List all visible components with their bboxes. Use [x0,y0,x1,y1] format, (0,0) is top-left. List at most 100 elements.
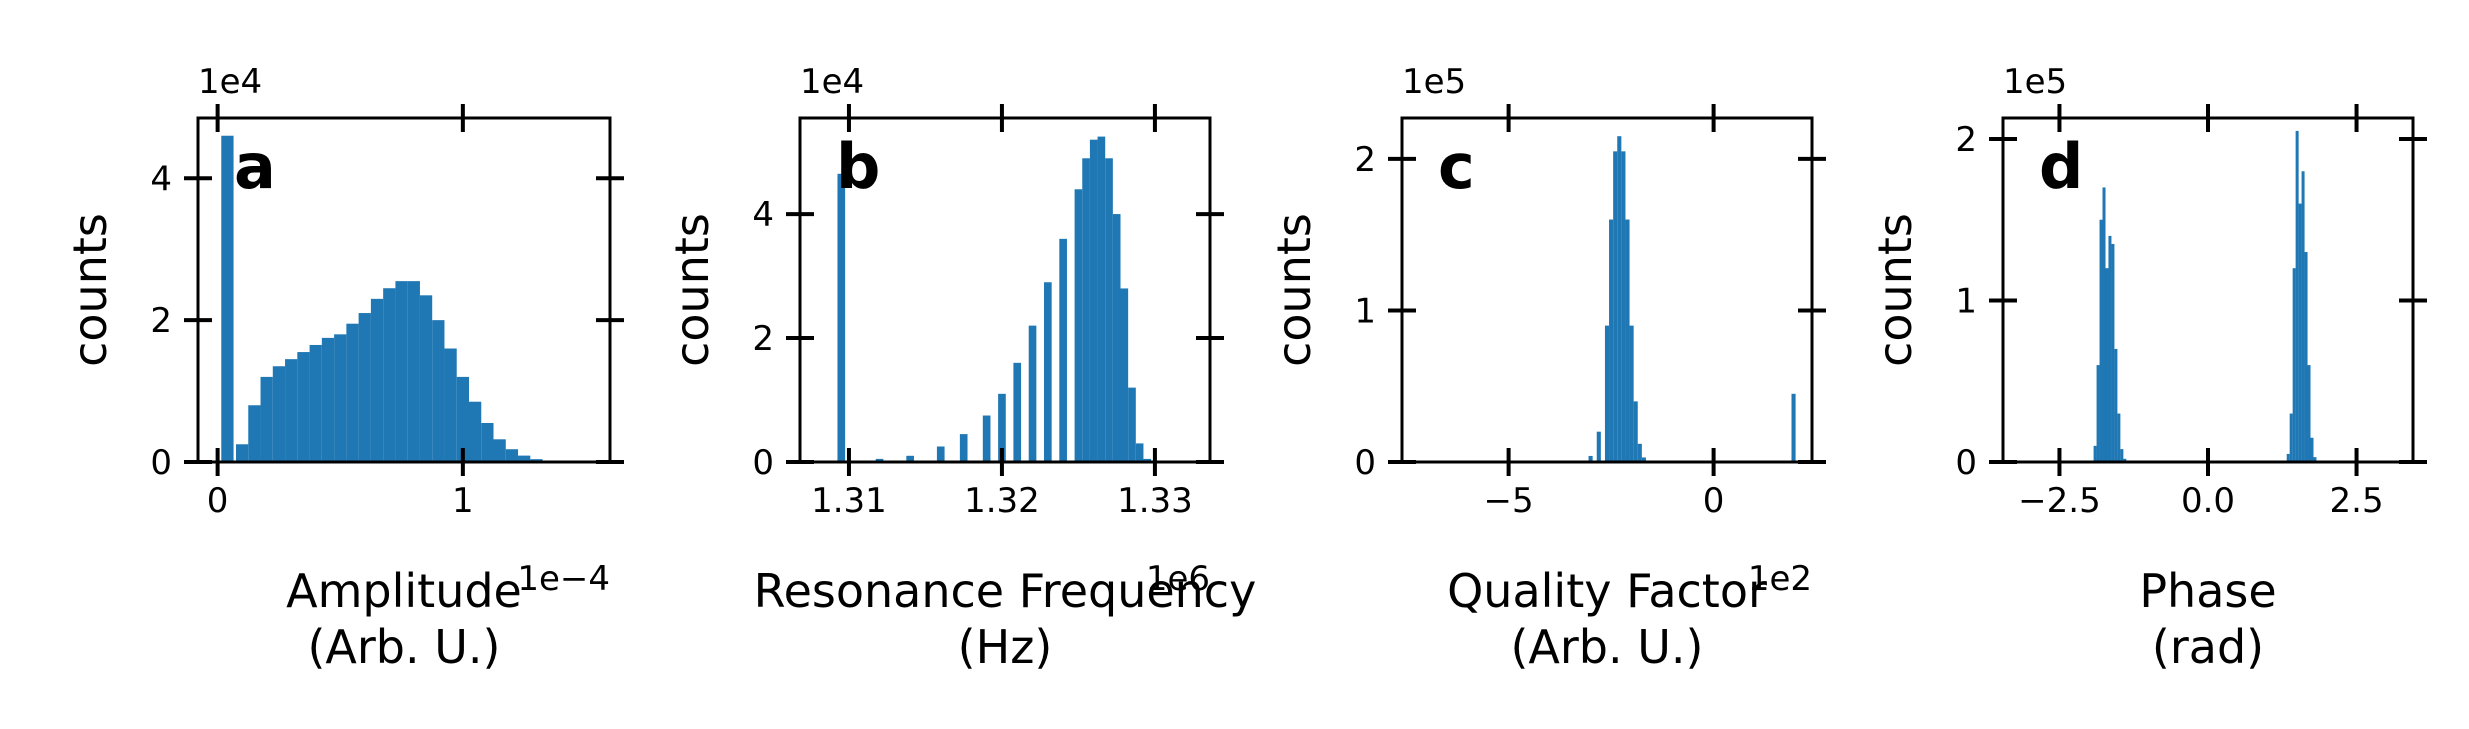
panel-letter: d [2039,130,2083,203]
histogram-bar [2286,453,2290,462]
histogram-bar [419,295,433,462]
histogram-bar [272,366,286,462]
x-tick-label: 1 [452,481,474,521]
x-tick-label: 0.0 [2181,481,2235,521]
histogram-bar [1059,238,1067,462]
y-offset-label: 1e5 [2003,62,2067,102]
histogram-bar [456,376,469,462]
histogram-bars [837,136,1152,463]
histogram-bar [2289,413,2293,462]
panel-d: −2.5 0.0 2.5 0 1 2 1e5 d counts Phase(rad) [1868,62,2427,674]
histogram-bar [1633,401,1638,462]
histogram-bar [1604,325,1610,462]
histogram-bars [2093,130,2317,463]
x-tick-label: 0 [1703,481,1725,521]
histogram-bar [1082,158,1090,463]
x-offset-label: 1e−4 [517,559,610,599]
y-axis-label: counts [665,213,719,367]
x-tick-label: 1.31 [811,481,887,521]
y-tick-label: 2 [1354,140,1376,180]
histogram-bar [2117,413,2121,462]
x-axis-label: Resonance Frequency [754,564,1257,618]
histogram-bar [407,281,420,462]
histogram-bar [2096,365,2100,462]
histogram-bar [837,173,846,462]
histogram-bar [959,434,968,462]
panel-b: 1.31 1.32 1.33 0 2 4 1e4 1e6 b counts Resonance Fr… [665,62,1256,674]
panel-c: −5 0 0 1 2 1e5 1e2 c counts Quality Factor(Arb. U… [1267,62,1826,674]
histogram-bar [1791,393,1796,462]
histogram-bar [1617,136,1622,462]
y-axis-label: counts [63,213,117,367]
histogram-bar [518,455,531,462]
histogram-bar [1625,219,1630,462]
histogram-bar [2120,449,2124,462]
x-offset-label: 1e6 [1146,559,1210,599]
y-offset-label: 1e4 [800,62,864,102]
axes-frame [798,116,1212,464]
x-axis-label: (Hz) [958,620,1053,674]
panel-letter: a [234,130,276,203]
histogram-bar [2108,235,2112,462]
histogram-bar [1112,214,1121,462]
histogram-bar [346,323,359,462]
y-tick-label: 1 [1354,291,1376,331]
histogram-bar [1143,458,1152,462]
x-axis-label: (Arb. U.) [307,620,500,674]
histogram-bar [1028,325,1037,462]
histogram-bar [260,376,273,462]
histogram-bar [1637,443,1642,462]
y-tick-label: 4 [150,159,172,199]
histogram-bar [370,298,384,462]
histogram-bar [321,337,335,462]
histogram-bar [493,439,506,462]
histogram-bar [1097,136,1106,462]
histogram-bar [1609,219,1614,462]
y-offset-label: 1e5 [1402,62,1466,102]
x-axis-label: Amplitude [286,564,522,618]
histogram-bar [2298,203,2302,462]
histogram-bar [1128,387,1136,462]
histogram-bars [1588,136,1796,462]
histogram-bars [221,135,568,462]
histogram-bar [1089,139,1098,462]
histogram-bar [383,288,396,462]
histogram-bar [444,348,457,462]
y-tick-label: 1 [1955,281,1977,321]
histogram-bar [221,135,234,462]
histogram-bar [2099,219,2103,462]
histogram-bar [1613,151,1618,462]
y-offset-label: 1e4 [198,62,262,102]
histogram-bar [2295,130,2299,463]
histogram-bar [2093,445,2097,462]
histogram-bar [936,446,945,462]
histogram-bar [1641,457,1646,462]
x-tick-label: 1.33 [1117,481,1193,521]
histogram-bar [309,344,322,462]
panel-letter: b [836,130,880,203]
x-tick-label: 0 [207,481,229,521]
histogram-bar [1135,443,1144,462]
y-axis-label: counts [1868,213,1922,367]
histogram-bar [2304,252,2308,462]
panel-letter: c [1438,130,1475,203]
histogram-bar [395,281,408,462]
histogram-bar [2105,268,2109,462]
x-axis-label: (rad) [2152,620,2264,674]
histogram-bar [906,455,914,462]
histogram-bar [248,405,261,462]
x-axis-label: Phase [2139,564,2276,618]
histogram-bar [875,458,884,462]
histogram-bar [1120,288,1129,462]
histogram-bar [2301,171,2305,462]
histogram-bar [2114,348,2118,462]
histogram-bar [481,422,494,462]
y-tick-label: 0 [150,443,172,483]
histogram-bar [236,444,249,462]
y-tick-label: 2 [1955,120,1977,160]
x-axis-label: (Arb. U.) [1510,620,1703,674]
histogram-bar [505,449,519,462]
histogram-bar [982,415,991,462]
histogram-bar [2292,268,2296,462]
x-axis-label: Quality Factor [1447,564,1767,618]
